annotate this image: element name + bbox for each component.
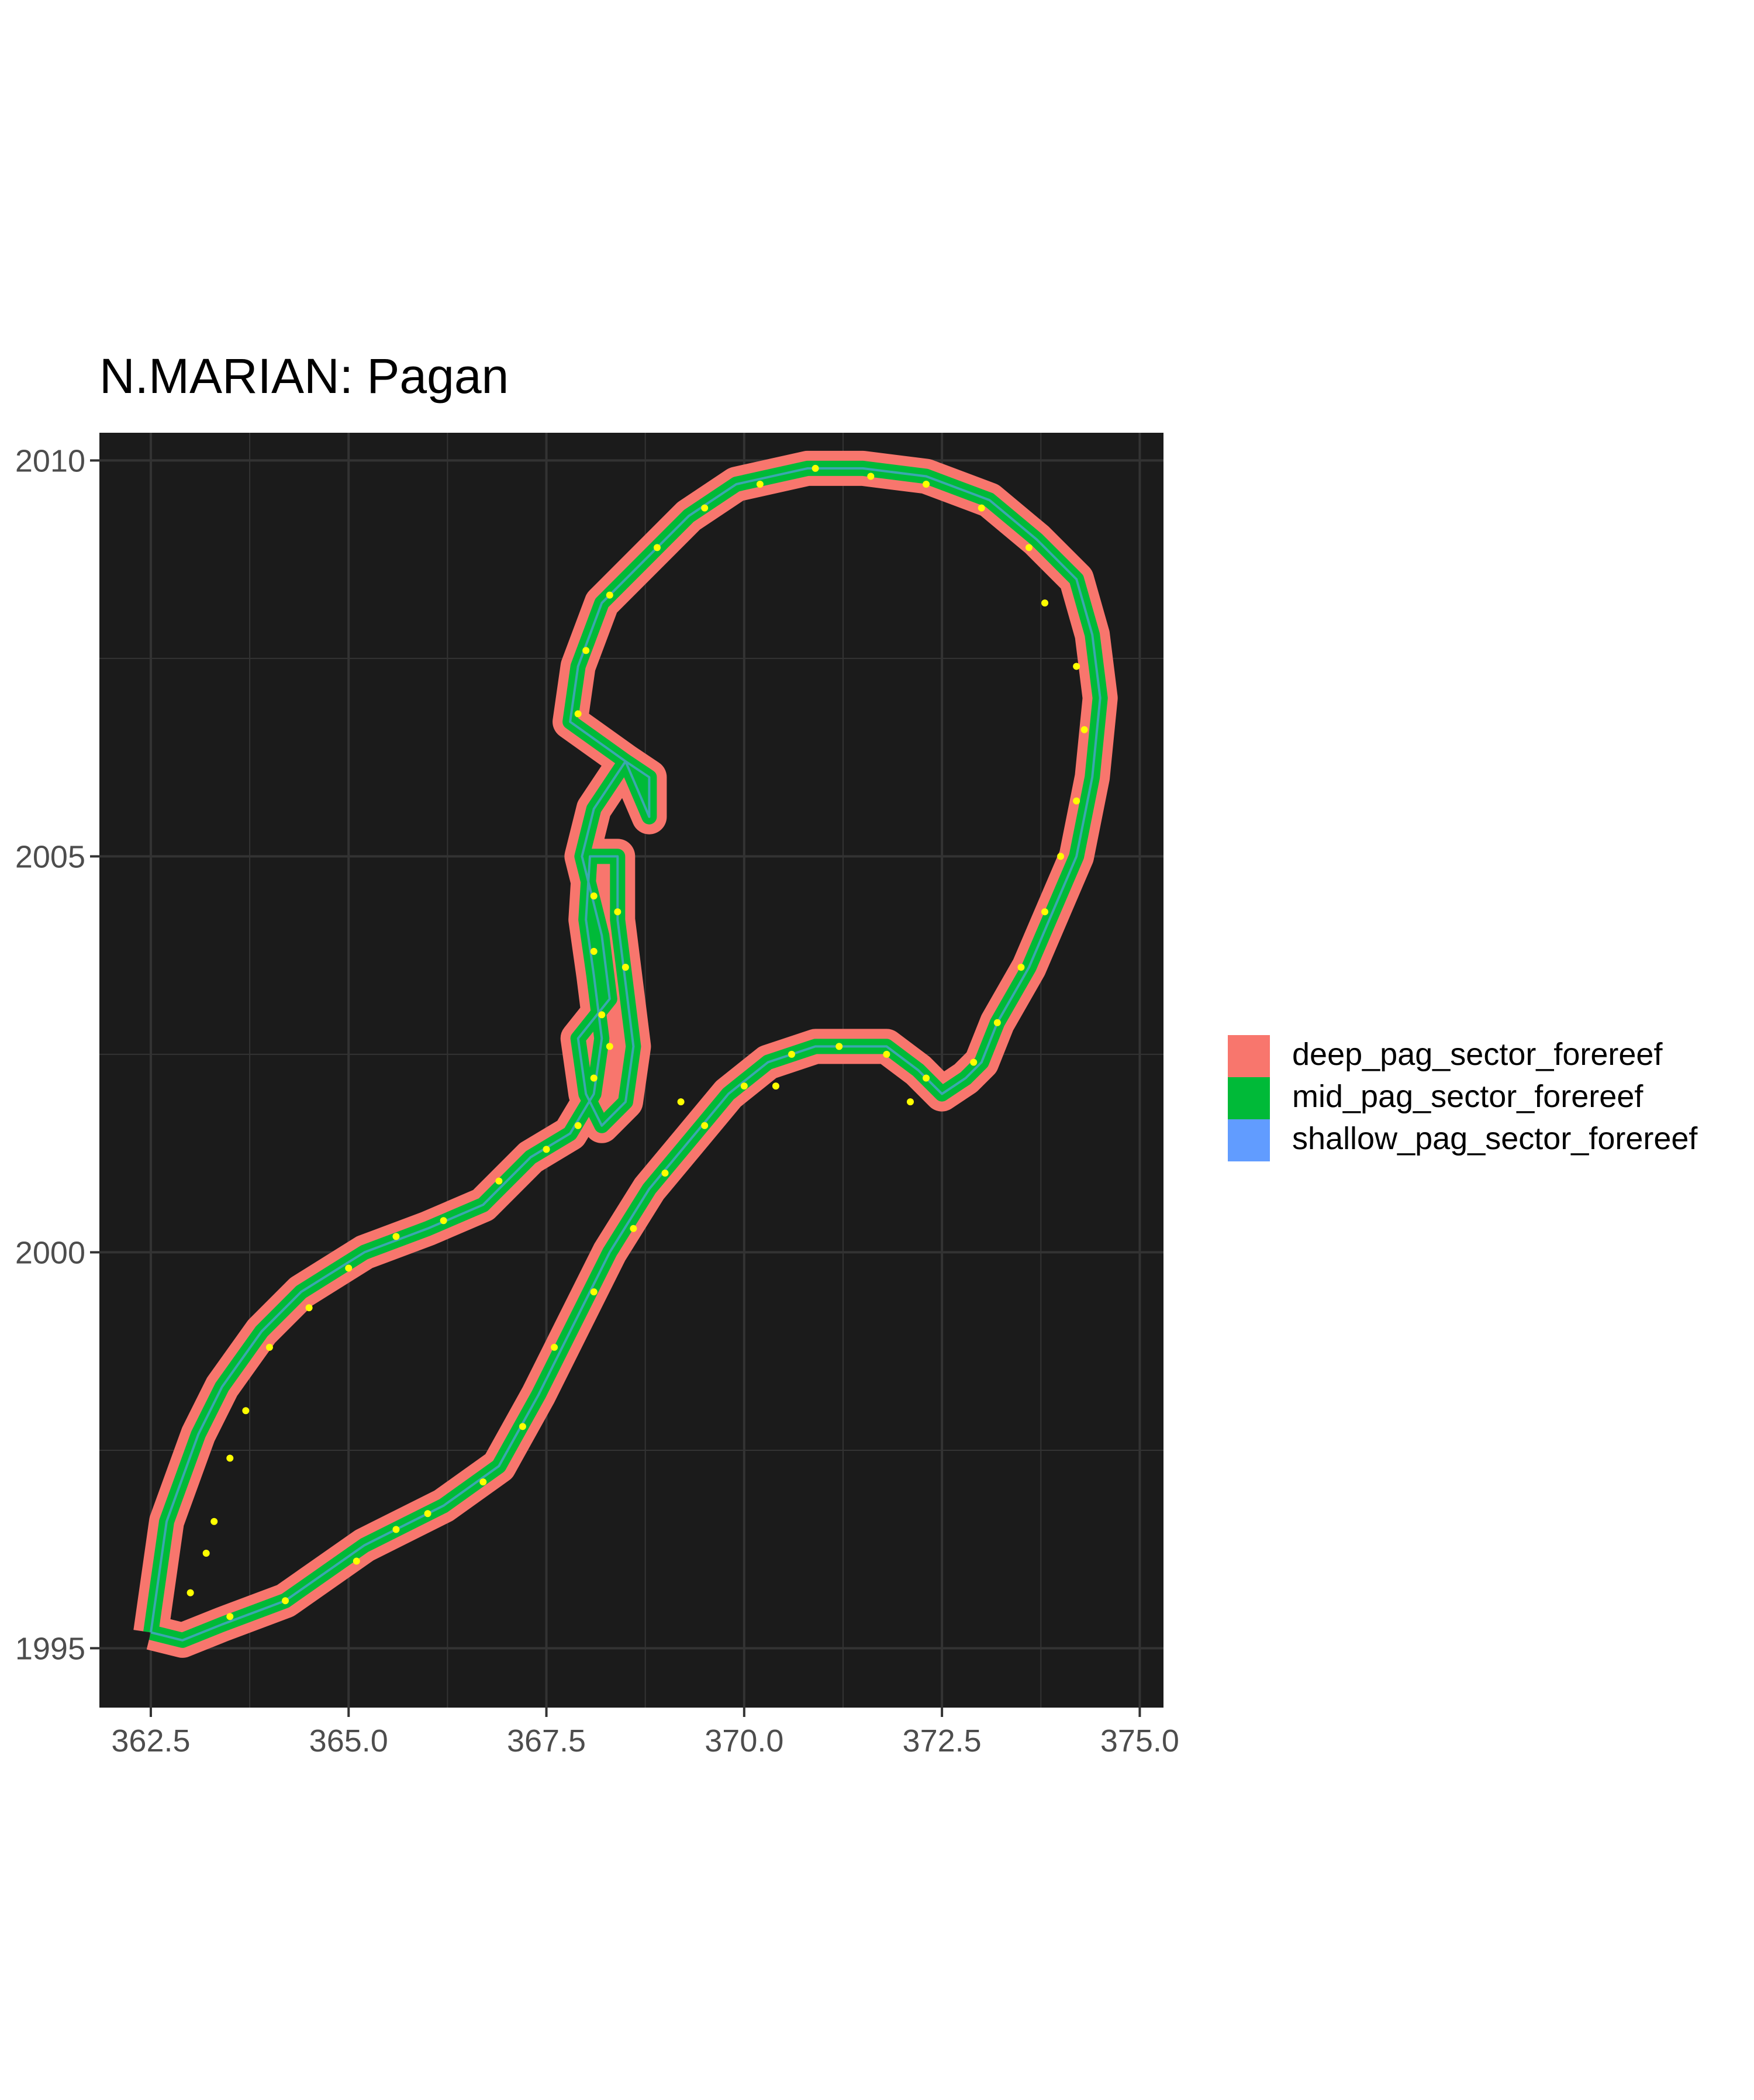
legend-label-deep: deep_pag_sector_forereef	[1292, 1037, 1663, 1072]
survey-site-point	[923, 481, 930, 488]
x-tick-label: 362.5	[111, 1723, 190, 1758]
shallow-reef-zone	[150, 467, 1102, 1642]
survey-site-point	[281, 1597, 289, 1605]
survey-site-point	[574, 1122, 582, 1129]
survey-site-point	[590, 947, 598, 955]
survey-site-point	[740, 1082, 748, 1090]
survey-site-point	[606, 1043, 613, 1050]
survey-site-point	[772, 1082, 779, 1090]
survey-site-point	[978, 504, 985, 512]
survey-site-point	[226, 1613, 234, 1620]
survey-site-point	[614, 908, 622, 916]
survey-site-point	[970, 1058, 978, 1066]
legend-item-deep: deep_pag_sector_forereef	[1228, 1035, 1754, 1077]
x-tick-label: 365.0	[309, 1723, 388, 1758]
survey-site-point	[788, 1050, 796, 1058]
survey-site-point	[1025, 544, 1033, 551]
survey-site-point	[582, 647, 590, 654]
survey-site-point	[701, 504, 709, 512]
survey-site-point	[923, 1074, 930, 1082]
survey-site-point	[543, 1146, 550, 1153]
y-tick-label: 1995	[15, 1631, 85, 1666]
survey-site-point	[305, 1304, 313, 1312]
survey-site-point	[345, 1264, 353, 1272]
legend-key-mid	[1228, 1077, 1270, 1119]
x-axis: 362.5 365.0 367.5 370.0 372.5 375.0	[111, 1708, 1179, 1758]
legend-key-shallow	[1228, 1119, 1270, 1161]
survey-site-point	[392, 1233, 400, 1240]
survey-site-point	[606, 591, 613, 599]
survey-site-point	[210, 1518, 218, 1525]
y-axis: 1995 2000 2005 2010	[15, 443, 99, 1666]
survey-site-point	[812, 464, 819, 472]
survey-site-point	[1017, 963, 1025, 971]
survey-site-point	[1041, 908, 1049, 916]
reef-layers	[133, 450, 1118, 1658]
x-tick-label: 367.5	[507, 1723, 586, 1758]
legend-key-deep	[1228, 1035, 1270, 1077]
survey-site-point	[630, 1225, 637, 1232]
survey-site-point	[574, 710, 582, 718]
survey-site-point	[993, 1019, 1001, 1026]
survey-site-point	[1080, 726, 1088, 733]
survey-site-point	[440, 1217, 447, 1225]
survey-site-point	[677, 1098, 685, 1106]
y-tick-label: 2010	[15, 443, 85, 478]
y-tick-label: 2000	[15, 1235, 85, 1270]
survey-site-point	[883, 1050, 890, 1058]
survey-site-point	[661, 1170, 669, 1177]
survey-site-point	[495, 1177, 503, 1185]
survey-site-point	[202, 1549, 210, 1557]
plot-title: N.MARIAN: Pagan	[99, 349, 509, 404]
survey-site-point	[653, 544, 661, 551]
survey-site-point	[867, 473, 875, 480]
survey-site-point	[622, 963, 629, 971]
legend-item-shallow: shallow_pag_sector_forereef	[1228, 1119, 1754, 1161]
survey-site-point	[392, 1526, 400, 1533]
survey-site-point	[598, 1011, 606, 1019]
survey-site-point	[1073, 663, 1080, 670]
survey-site-point	[424, 1510, 431, 1518]
survey-site-point	[187, 1589, 194, 1596]
survey-site-point	[701, 1122, 709, 1129]
survey-site-point	[1073, 797, 1080, 805]
legend-label-mid: mid_pag_sector_forereef	[1292, 1079, 1643, 1114]
survey-site-point	[1041, 599, 1049, 607]
x-tick-label: 375.0	[1100, 1723, 1179, 1758]
survey-site-point	[906, 1098, 914, 1106]
legend-item-mid: mid_pag_sector_forereef	[1228, 1077, 1754, 1119]
survey-site-point	[353, 1557, 360, 1565]
survey-site-point	[835, 1043, 843, 1050]
survey-sites	[187, 464, 1088, 1620]
x-tick-label: 370.0	[705, 1723, 783, 1758]
survey-site-point	[590, 892, 598, 900]
survey-site-point	[590, 1288, 598, 1296]
survey-site-point	[551, 1343, 558, 1351]
survey-site-point	[226, 1454, 234, 1462]
x-tick-label: 372.5	[903, 1723, 982, 1758]
legend-label-shallow: shallow_pag_sector_forereef	[1292, 1121, 1698, 1156]
survey-site-point	[590, 1074, 598, 1082]
survey-site-point	[265, 1343, 273, 1351]
survey-site-point	[1057, 853, 1065, 860]
y-tick-label: 2005	[15, 839, 85, 874]
survey-site-point	[519, 1423, 526, 1430]
survey-site-point	[756, 481, 764, 488]
survey-site-point	[479, 1478, 487, 1486]
survey-site-point	[242, 1407, 250, 1415]
